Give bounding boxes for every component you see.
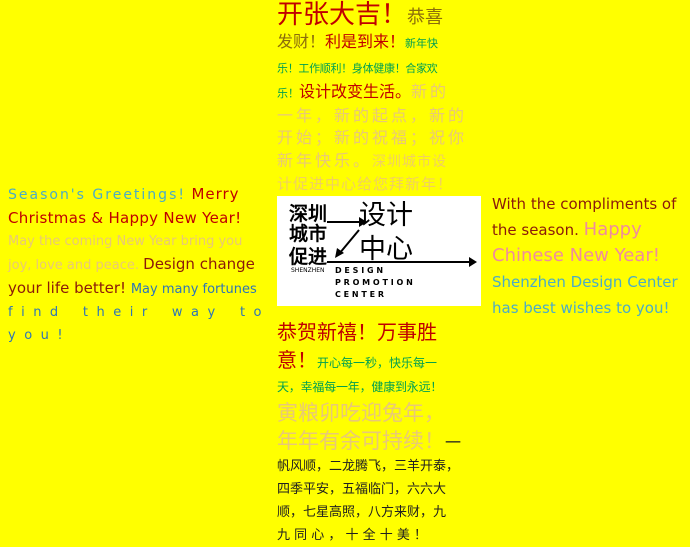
shenzhen-design-center: Shenzhen Design Center: [492, 273, 678, 291]
many-fortunes: May many fortunes: [130, 282, 257, 297]
logo-en-design: D E S I G N: [335, 266, 383, 275]
logo-cn-right-2: 中心: [359, 234, 413, 265]
bottom-line-8: 顺，七星高照，八方来财，九: [277, 505, 447, 520]
logo-en-small: SHENZHEN: [291, 267, 325, 274]
bottom-line-2b: 开心每一秒，快乐每一: [317, 356, 438, 370]
top-line-2b: 利是到来！: [325, 32, 406, 51]
top-line-8: 计促进中心给您拜新年！: [277, 175, 454, 193]
logo-cn-right-1: 设计: [359, 200, 413, 231]
logo-arrow-diagonal: [335, 229, 360, 258]
top-greeting-block: 开张大吉！恭喜 发财！利是到来！新年快 乐！工作顺利！身体健康！合家欢 乐！设计…: [277, 0, 491, 196]
right-greeting-block: With the compliments of the season. Happ…: [492, 191, 690, 321]
joy-love-peace: joy, love and peace.: [8, 258, 139, 273]
logo-arrow-bottom: [327, 257, 477, 267]
bottom-line-6: 帆风顺，二龙腾飞，三羊开泰，: [277, 459, 460, 474]
design-change: Design change: [143, 255, 255, 273]
season-greetings: Season's Greetings!: [8, 187, 186, 203]
christmas-line: Christmas & Happy New Year!: [8, 209, 242, 227]
merry: Merry: [191, 185, 240, 203]
top-line-6: 开始；新的祝福；祝你: [277, 128, 468, 147]
bottom-greeting-block: 恭贺新禧！万事胜 意！开心每一秒，快乐每一 天，幸福每一年，健康到永远！ 寅粮卯…: [277, 318, 491, 547]
best-wishes: has best wishes to you!: [492, 299, 670, 317]
logo-en-center: C E N T E R: [335, 290, 384, 299]
bottom-line-1: 恭贺新禧！万事胜: [277, 320, 437, 344]
find-their-way: find their way to you!: [8, 305, 270, 343]
top-line-4b: 设计改变生活。: [299, 82, 412, 101]
bottom-line-3: 天，幸福每一年，健康到永远！: [277, 380, 443, 394]
top-line-7b: 深圳城市设: [372, 154, 448, 170]
bottom-line-9: 九 同 心 ， 十 全 十 美 ！: [277, 528, 428, 543]
bottom-line-4: 寅粮卯吃迎兔年，: [277, 401, 445, 425]
logo-cn-left-2: 城市: [289, 222, 327, 245]
top-line-1: 开张大吉！: [277, 0, 408, 30]
compliments-line: With the compliments of: [492, 195, 677, 213]
top-line-5: 一年，新的起点，新的: [277, 106, 468, 125]
top-line-4a: 乐！: [277, 87, 299, 100]
top-line-7a: 新年快乐。: [277, 151, 373, 170]
top-line-2c: 新年快: [405, 37, 439, 50]
bottom-line-5a: 年年有余可持续！: [277, 429, 445, 453]
happy: Happy: [583, 219, 642, 240]
logo-cn-left-3: 促进: [288, 245, 327, 268]
bottom-line-2a: 意！: [277, 348, 317, 372]
logo-graphic: 深圳 城市 促进 设计 中心 SHENZHEN D E S I G N P R …: [288, 200, 477, 299]
chinese-new-year: Chinese New Year!: [492, 245, 660, 266]
the-season: the season.: [492, 221, 579, 239]
top-line-1b: 恭喜: [407, 7, 444, 28]
logo-en-promotion: P R O M O T I O N: [335, 278, 413, 287]
bottom-line-5b: 一: [445, 433, 462, 452]
design-center-logo: 深圳 城市 促进 设计 中心 SHENZHEN D E S I G N P R …: [277, 196, 481, 306]
left-greeting-block: Season's Greetings! Merry Christmas & Ha…: [8, 183, 270, 347]
top-line-3: 乐！工作顺利！身体健康！合家欢: [277, 62, 438, 75]
may-coming-line: May the coming New Year bring you: [8, 234, 243, 249]
top-line-2a: 发财！: [277, 32, 326, 51]
logo-arrow-right: [327, 217, 367, 227]
top-line-4c: 新的: [411, 82, 450, 101]
life-better: your life better!: [8, 279, 127, 297]
bottom-line-7: 四季平安，五福临门，六六大: [277, 482, 447, 497]
logo-cn-left-1: 深圳: [289, 202, 327, 225]
